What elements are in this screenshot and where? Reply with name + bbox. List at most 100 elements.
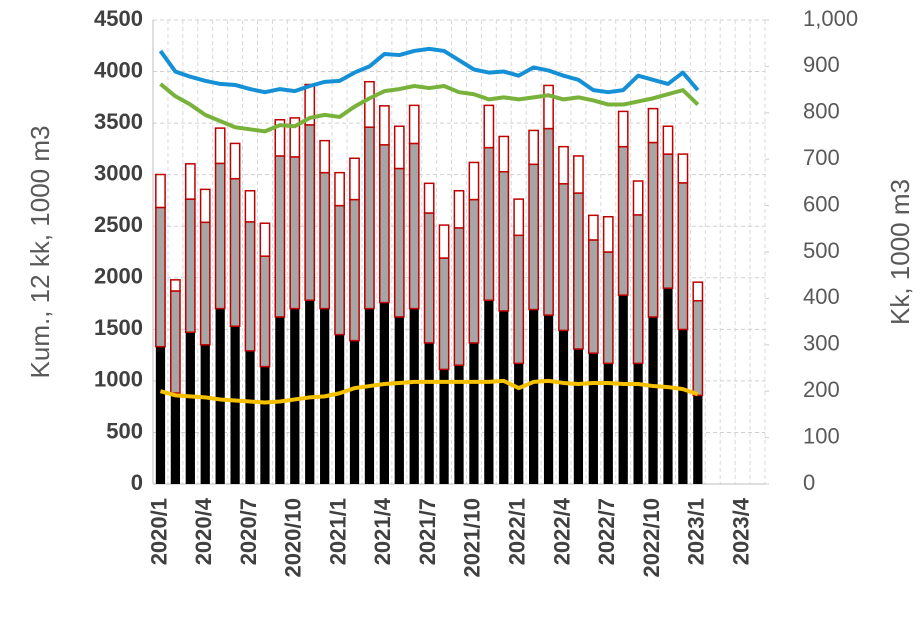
x-tick-label: 2021/1 <box>325 498 350 565</box>
bar-segment <box>529 309 539 484</box>
bar-segment <box>155 206 166 348</box>
x-tick-label: 2021/10 <box>460 498 485 578</box>
bar-segment <box>334 334 345 484</box>
bar-segment <box>677 182 689 331</box>
bar-segment <box>468 161 480 201</box>
bar-segment <box>199 188 211 224</box>
bar-segment <box>214 127 226 165</box>
bar-segment <box>408 104 420 145</box>
x-tick-label: 2020/4 <box>191 497 216 565</box>
bar-segment <box>438 224 450 259</box>
bar-segment <box>393 167 405 318</box>
bar-segment <box>588 353 598 484</box>
bar-segment <box>617 110 629 148</box>
bar-segment <box>184 163 196 200</box>
bar-segment <box>229 142 241 180</box>
bar-segment <box>364 126 375 310</box>
bar-segment <box>558 330 569 484</box>
y-tick-label: 0 <box>131 470 143 495</box>
bar-segment <box>170 290 181 394</box>
bar-segment <box>289 156 301 310</box>
bar-segment <box>573 155 584 194</box>
bar-segment <box>200 344 210 484</box>
y2-tick-label: 700 <box>803 145 840 170</box>
bar-segment <box>558 145 569 185</box>
x-tick-label: 2023/4 <box>728 497 753 565</box>
bar-segment <box>587 214 599 241</box>
y2-tick-label: 100 <box>803 423 840 448</box>
bar-segment <box>304 124 316 302</box>
bar-segment <box>364 80 375 128</box>
bar-segment <box>423 212 435 344</box>
bar-segment <box>438 257 450 371</box>
y2-axis-title: Kk, 1000 m3 <box>885 179 915 325</box>
bar-segment <box>602 215 614 253</box>
bar-segment <box>483 104 495 149</box>
x-tick-label: 2022/7 <box>594 498 619 565</box>
y-tick-label: 2000 <box>94 264 143 289</box>
x-tick-label: 2021/7 <box>415 498 440 565</box>
bar-segment <box>379 302 389 484</box>
bar-segment <box>244 221 256 352</box>
y2-tick-label: 800 <box>803 99 840 124</box>
bar-segment <box>155 346 166 484</box>
bar-segment <box>632 180 644 216</box>
bar-segment <box>215 308 225 484</box>
bar-segment <box>528 129 540 166</box>
bar-segment <box>378 144 390 304</box>
x-tick-label: 2020/1 <box>146 498 171 565</box>
bar-segment <box>289 117 301 158</box>
bar-segment <box>439 369 449 484</box>
bar-segment <box>484 300 494 484</box>
bar-segment <box>170 393 181 484</box>
bar-segment <box>603 363 613 484</box>
bar-segment <box>274 155 286 318</box>
bar-segment <box>632 214 644 365</box>
x-tick-label: 2022/10 <box>639 498 664 578</box>
line <box>159 378 699 405</box>
bar-segment <box>498 135 510 173</box>
bar-segment <box>364 308 375 484</box>
x-tick-label: 2022/1 <box>505 498 530 565</box>
bar-segment <box>469 342 479 484</box>
y2-tick-label: 900 <box>803 52 840 77</box>
bar-segment <box>513 198 525 237</box>
bar-segment <box>349 157 360 201</box>
bar-segment <box>155 173 166 209</box>
y2-tick-label: 600 <box>803 191 840 216</box>
y-tick-label: 1000 <box>94 367 143 392</box>
bar-segment <box>260 366 270 484</box>
bar-segment <box>662 125 674 155</box>
y2-tick-label: 300 <box>803 331 840 356</box>
bar-segment <box>259 222 271 257</box>
bar-segment <box>499 310 509 484</box>
bar-segment <box>334 204 345 336</box>
bar-segment <box>185 332 195 484</box>
bar-segment <box>498 170 510 312</box>
y2-tick-label: 200 <box>803 377 840 402</box>
bar-segment <box>394 316 404 484</box>
bar-segment <box>230 326 240 484</box>
y-tick-label: 1500 <box>94 315 143 340</box>
bar-segment <box>483 146 495 302</box>
bar-segment <box>677 153 689 184</box>
bar-segment <box>290 308 300 484</box>
bar-segment <box>409 308 419 484</box>
bar-segment <box>245 350 255 484</box>
bar-segment <box>349 340 360 484</box>
y2-tick-label: 1,000 <box>803 6 858 31</box>
y2-tick-label: 400 <box>803 284 840 309</box>
bar-segment <box>543 315 554 484</box>
bar-segment <box>692 281 704 302</box>
bar-segment <box>573 348 584 484</box>
line <box>158 46 700 95</box>
y-tick-label: 500 <box>106 418 143 443</box>
bar-segment <box>647 107 659 144</box>
x-tick-label: 2022/4 <box>549 497 574 565</box>
bar-segment <box>618 295 628 484</box>
bar-segment <box>453 190 465 229</box>
bar-segment <box>229 177 241 327</box>
bar-segment <box>305 300 315 484</box>
bar-segment <box>543 127 554 316</box>
